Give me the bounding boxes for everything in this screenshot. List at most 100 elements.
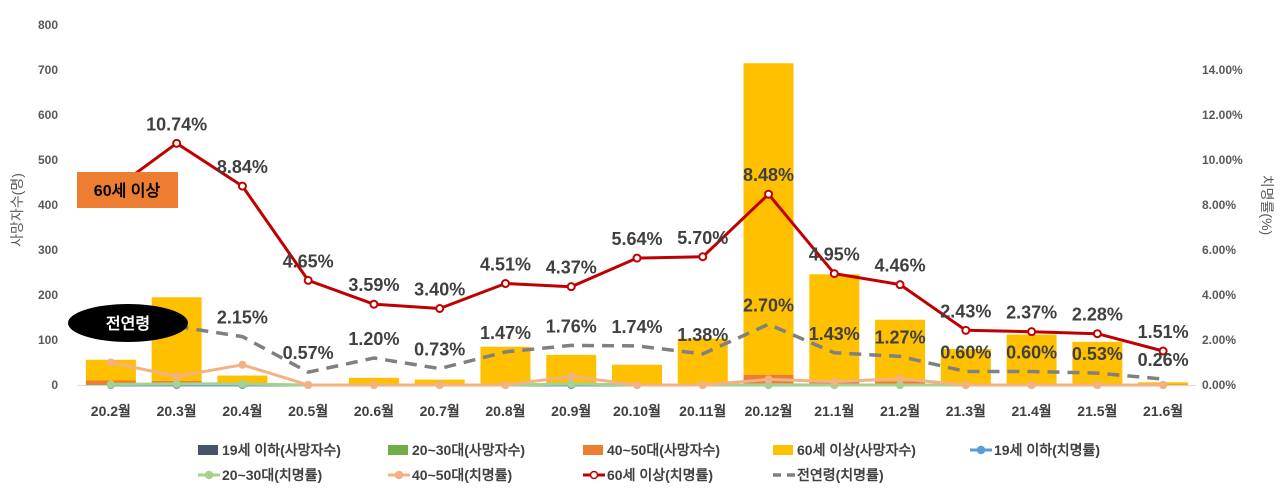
x-tick-label: 20.9월 [551,403,591,419]
bar-segment-3 [1006,334,1057,385]
legend-label: 60세 이상(사망자수) [797,442,916,458]
line-marker-2 [896,374,905,383]
line-marker-3 [566,282,576,292]
line-marker-2 [567,372,576,381]
line-marker-2 [435,381,444,389]
x-tick-label: 21.5월 [1077,403,1117,419]
left-tick-label: 800 [38,18,58,32]
x-tick-label: 21.1월 [814,403,854,419]
line-marker-2 [172,372,181,381]
right-tick-label: 10.00% [1202,153,1243,167]
x-tick-label: 20.2월 [91,403,131,419]
left-tick-label: 0 [51,378,58,392]
right-tick-label: 2.00% [1202,333,1236,347]
callout-age60: 60세 이상 [77,172,178,208]
line-marker-1 [238,379,247,388]
callout-age60-box [77,172,178,208]
legend-label: 19세 이하(사망자수) [222,442,341,458]
line-marker-1 [567,379,576,388]
line-marker-2 [501,381,510,389]
data-label-60plus: 5.70% [677,228,728,248]
line-marker-2 [961,381,970,389]
legend-item: 20~30대(치명률) [198,467,322,483]
bar-segment-3 [809,274,860,381]
line-marker-1 [172,379,181,388]
line-marker-2 [830,377,839,386]
legend-label: 전연령(치명률) [797,467,884,483]
data-labels: 10.74% 8.84% 4.65% 3.59% 3.40% 4.51% 4.37% 5.64… [146,114,1189,370]
legend-swatch [583,445,603,455]
legend-label: 20~30대(사망자수) [412,442,525,458]
legend-item: 60세 이상(치명률) [583,467,713,483]
data-label-all-ages: 1.27% [875,327,926,347]
legend-item: 60세 이상(사망자수) [773,442,916,458]
left-tick-label: 300 [38,243,58,257]
x-tick-label: 21.3월 [946,403,986,419]
left-tick-label: 100 [38,333,58,347]
legend-item: 19세 이하(사망자수) [198,442,341,458]
x-tick-label: 20.11월 [679,403,726,419]
line-marker-3 [172,138,182,148]
legend-swatch [198,445,218,455]
x-tick-label: 20.4월 [222,403,262,419]
legend-label: 19세 이하(치명률) [994,442,1100,458]
callout-all-label: 전연령 [106,314,150,333]
data-label-60plus: 4.65% [283,251,334,271]
bar-segment-3 [1072,341,1123,384]
left-tick-label: 400 [38,198,58,212]
left-axis-title: 사망자수(명) [9,173,25,247]
right-tick-label: 8.00% [1202,198,1236,212]
data-label-60plus: 3.59% [348,275,399,295]
line-marker-2 [698,381,707,389]
bar-segment-3 [875,319,926,382]
data-label-60plus: 5.64% [611,229,662,249]
data-label-60plus: 4.95% [809,245,860,265]
line-marker-2 [369,381,378,389]
data-label-60plus: 1.51% [1138,322,1189,342]
line-marker-2 [304,381,313,389]
data-label-all-ages: 1.20% [348,329,399,349]
x-tick-label: 21.4월 [1012,403,1052,419]
data-label-all-ages: 0.60% [1006,343,1057,363]
legend-item: 40~50대(사망자수) [583,442,720,458]
line-marker-3 [632,253,642,263]
right-tick-label: 12.00% [1202,108,1243,122]
legend-item: 19세 이하(치명률) [970,442,1100,458]
line-marker-3 [764,189,774,199]
data-label-all-ages: 0.26% [1138,350,1189,370]
line-marker-3 [237,181,247,191]
bar-segment-3 [217,375,268,383]
data-label-all-ages: 0.53% [1072,344,1123,364]
line-marker-3 [698,252,708,262]
data-label-60plus: 4.51% [480,255,531,275]
data-label-60plus: 8.48% [743,165,794,185]
legend-item: 20~30대(사망자수) [388,442,525,458]
line-marker-1 [106,380,115,389]
line-marker-2 [1159,381,1168,389]
x-tick-label: 20.6월 [354,403,394,419]
line-marker-3 [961,325,971,335]
line-marker-3 [895,280,905,290]
legend-marker [204,470,214,480]
line-series-4 [176,322,1164,381]
right-axis-title: 치명률(%) [1259,175,1275,235]
data-label-all-ages: 2.15% [217,308,268,328]
x-tick-label: 20.7월 [420,403,460,419]
line-marker-3 [1158,346,1168,356]
line-marker-3 [500,279,510,289]
bar-segment-3 [612,364,662,385]
line-marker-3 [829,269,839,279]
x-tick-label: 20.5월 [288,403,328,419]
bar-segment-3 [677,338,728,384]
right-tick-label: 4.00% [1202,288,1236,302]
left-tick-label: 600 [38,108,58,122]
line-marker-3 [1092,329,1102,339]
line-marker-2 [1093,381,1102,389]
data-label-60plus: 2.37% [1006,303,1057,323]
data-label-all-ages: 0.60% [940,343,991,363]
data-label-all-ages: 1.47% [480,323,531,343]
right-tick-label: 0.00% [1202,378,1236,392]
x-tick-label: 20.3월 [157,403,197,419]
line-marker-3 [369,299,379,309]
line-marker-2 [1027,381,1036,389]
